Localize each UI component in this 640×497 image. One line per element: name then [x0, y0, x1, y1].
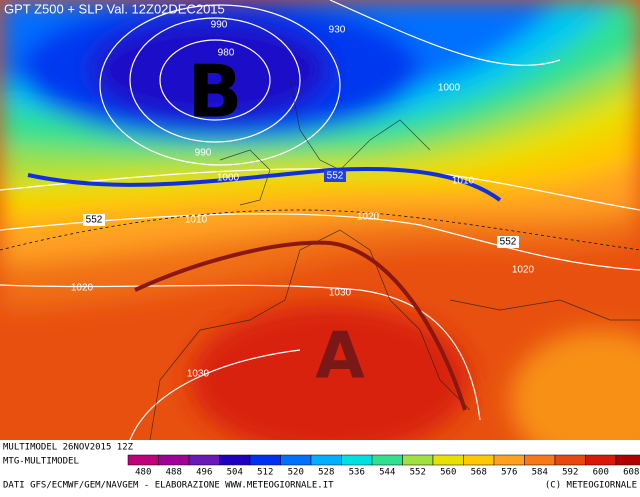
contour-label: 1020: [512, 265, 535, 276]
contour-label: 990: [211, 20, 228, 31]
contour-label-box: [324, 170, 346, 182]
legend-swatch: [585, 454, 617, 466]
footer-model: MTG-MULTIMODEL: [3, 457, 79, 467]
legend-label: 480: [135, 468, 151, 478]
trough-axis: [27, 166, 502, 202]
legend-label: 568: [471, 468, 487, 478]
legend-label: 496: [196, 468, 212, 478]
legend-swatch: [524, 454, 556, 466]
contour-label: 552: [86, 215, 103, 226]
contour-label: 1000: [438, 83, 461, 94]
legend-swatch: [127, 454, 159, 466]
contour-label: 980: [218, 48, 235, 59]
footer-panel: [0, 440, 640, 493]
legend-label: 544: [379, 468, 395, 478]
legend-swatch: [219, 454, 251, 466]
legend-swatch: [249, 454, 281, 466]
legend-label: 576: [501, 468, 517, 478]
legend-label: 600: [593, 468, 609, 478]
legend-swatch: [371, 454, 403, 466]
contour-label-box: [83, 214, 105, 226]
legend-swatch: [615, 454, 640, 466]
legend-label: 528: [318, 468, 334, 478]
contour-label: 990: [195, 148, 212, 159]
legend-label: 608: [623, 468, 639, 478]
contour-label: 1030: [187, 369, 210, 380]
legend-swatch: [554, 454, 586, 466]
contour-label: 552: [327, 171, 344, 182]
high-label: A: [315, 320, 365, 394]
contour-label: 1030: [329, 288, 352, 299]
contour-label: 1020: [71, 283, 94, 294]
contour-label: 1010: [185, 215, 208, 226]
legend-label: 592: [562, 468, 578, 478]
contour-label: 1010: [452, 176, 475, 187]
footer-copyright: (C) METEOGIORNALE: [545, 481, 637, 491]
legend-label: 536: [349, 468, 365, 478]
legend-label: 488: [166, 468, 182, 478]
contour-label: 552: [500, 237, 517, 248]
legend-swatch: [432, 454, 464, 466]
legend-swatch: [402, 454, 434, 466]
footer-source: DATI GFS/ECMWF/GEM/NAVGEM - ELABORAZIONE…: [3, 481, 334, 491]
legend-swatch: [188, 454, 220, 466]
legend-label: 584: [532, 468, 548, 478]
ridge-axis: [134, 240, 467, 411]
contour-label: 930: [329, 25, 346, 36]
legend-label: 560: [440, 468, 456, 478]
legend-swatch: [493, 454, 525, 466]
contour-label: 1020: [357, 212, 380, 223]
legend-swatch: [463, 454, 495, 466]
legend-label: 552: [410, 468, 426, 478]
low-label: B: [188, 50, 243, 134]
contour-label: 1000: [217, 173, 240, 184]
color-field: [0, 0, 640, 470]
legend-swatch: [310, 454, 342, 466]
legend-swatch: [158, 454, 190, 466]
legend-label: 512: [257, 468, 273, 478]
map-title: GPT Z500 + SLP Val. 12Z02DEC2015: [4, 1, 225, 16]
legend-swatch: [341, 454, 373, 466]
footer-run: MULTIMODEL 26NOV2015 12Z: [3, 443, 134, 453]
legend-label: 520: [288, 468, 304, 478]
legend-label: 504: [227, 468, 243, 478]
contour-label-box: [497, 236, 519, 248]
legend-swatch: [280, 454, 312, 466]
